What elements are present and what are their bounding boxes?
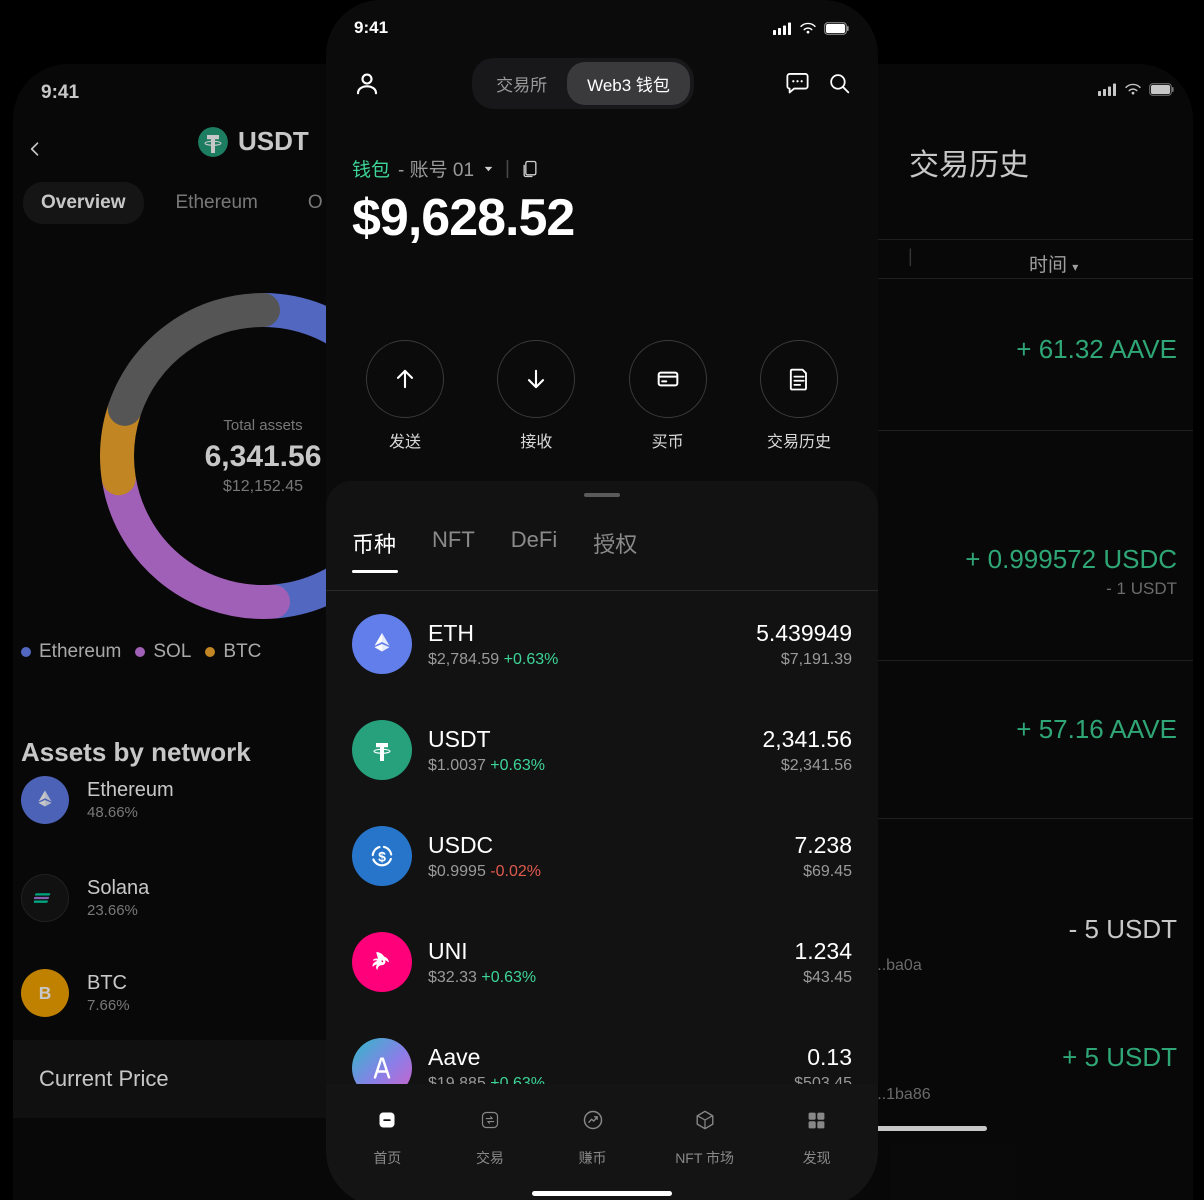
svg-text:B: B bbox=[39, 983, 52, 1003]
svg-text:$: $ bbox=[378, 849, 386, 865]
